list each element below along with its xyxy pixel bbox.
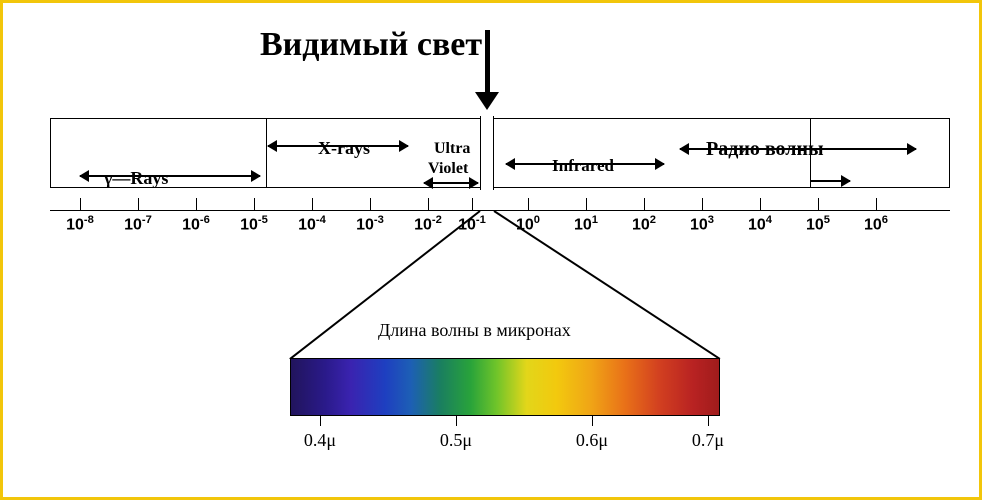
- axis-tick-label: 10-7: [124, 214, 152, 234]
- axis-tick-label: 105: [806, 214, 830, 234]
- axis-line: [50, 210, 950, 211]
- axis-tick: [254, 198, 255, 210]
- band-range-arrow: [424, 182, 478, 184]
- strip-tick: [592, 416, 593, 426]
- strip-tick: [456, 416, 457, 426]
- strip-tick-label: 0.7μ: [692, 430, 724, 451]
- axis-tick-label: 10-4: [298, 214, 326, 234]
- axis-tick: [80, 198, 81, 210]
- band-label: γ—Rays: [104, 168, 168, 189]
- pointer-head: [475, 92, 499, 110]
- axis-tick-label: 103: [690, 214, 714, 234]
- axis-tick-label: 102: [632, 214, 656, 234]
- visible-strip-title: Длина волны в микронах: [378, 320, 571, 341]
- axis-tick-label: 10-3: [356, 214, 384, 234]
- axis-tick: [586, 198, 587, 210]
- axis-tick: [876, 198, 877, 210]
- axis-tick-label: 10-2: [414, 214, 442, 234]
- axis-tick: [370, 198, 371, 210]
- main-title: Видимый свет: [260, 26, 482, 64]
- axis-tick: [196, 198, 197, 210]
- band-label: X-rays: [318, 138, 370, 159]
- band-label: Ultra: [434, 140, 470, 158]
- axis-tick: [312, 198, 313, 210]
- band-range-arrow: [680, 148, 916, 150]
- axis-tick: [818, 198, 819, 210]
- axis-tick-label: 101: [574, 214, 598, 234]
- band-divider: [810, 118, 811, 188]
- axis-tick: [428, 198, 429, 210]
- band-continue-arrow: [810, 180, 850, 182]
- band-divider: [266, 118, 267, 188]
- band-label: Infrared: [552, 156, 614, 176]
- band-range-arrow: [268, 145, 408, 147]
- axis-tick-label: 10-5: [240, 214, 268, 234]
- strip-tick: [708, 416, 709, 426]
- band-label: Violet: [428, 160, 468, 178]
- visible-gap: [480, 116, 494, 190]
- axis-tick-label: 104: [748, 214, 772, 234]
- axis-tick: [760, 198, 761, 210]
- visible-spectrum-strip: [290, 358, 720, 416]
- axis-tick: [528, 198, 529, 210]
- axis-tick: [644, 198, 645, 210]
- pointer-shaft: [485, 30, 490, 94]
- diagram-content: Видимый свет γ—Rays X-rays Ultra Violet Infr…: [20, 10, 962, 490]
- strip-tick-label: 0.4μ: [304, 430, 336, 451]
- axis-tick: [702, 198, 703, 210]
- axis-tick: [138, 198, 139, 210]
- strip-tick: [320, 416, 321, 426]
- band-label: Радио волны: [706, 138, 824, 161]
- strip-tick-label: 0.5μ: [440, 430, 472, 451]
- axis-tick: [472, 198, 473, 210]
- axis-tick-label: 10-8: [66, 214, 94, 234]
- band-range-arrow: [506, 163, 664, 165]
- axis-tick-label: 106: [864, 214, 888, 234]
- strip-tick-label: 0.6μ: [576, 430, 608, 451]
- axis-tick-label: 10-6: [182, 214, 210, 234]
- band-range-arrow: [80, 175, 260, 177]
